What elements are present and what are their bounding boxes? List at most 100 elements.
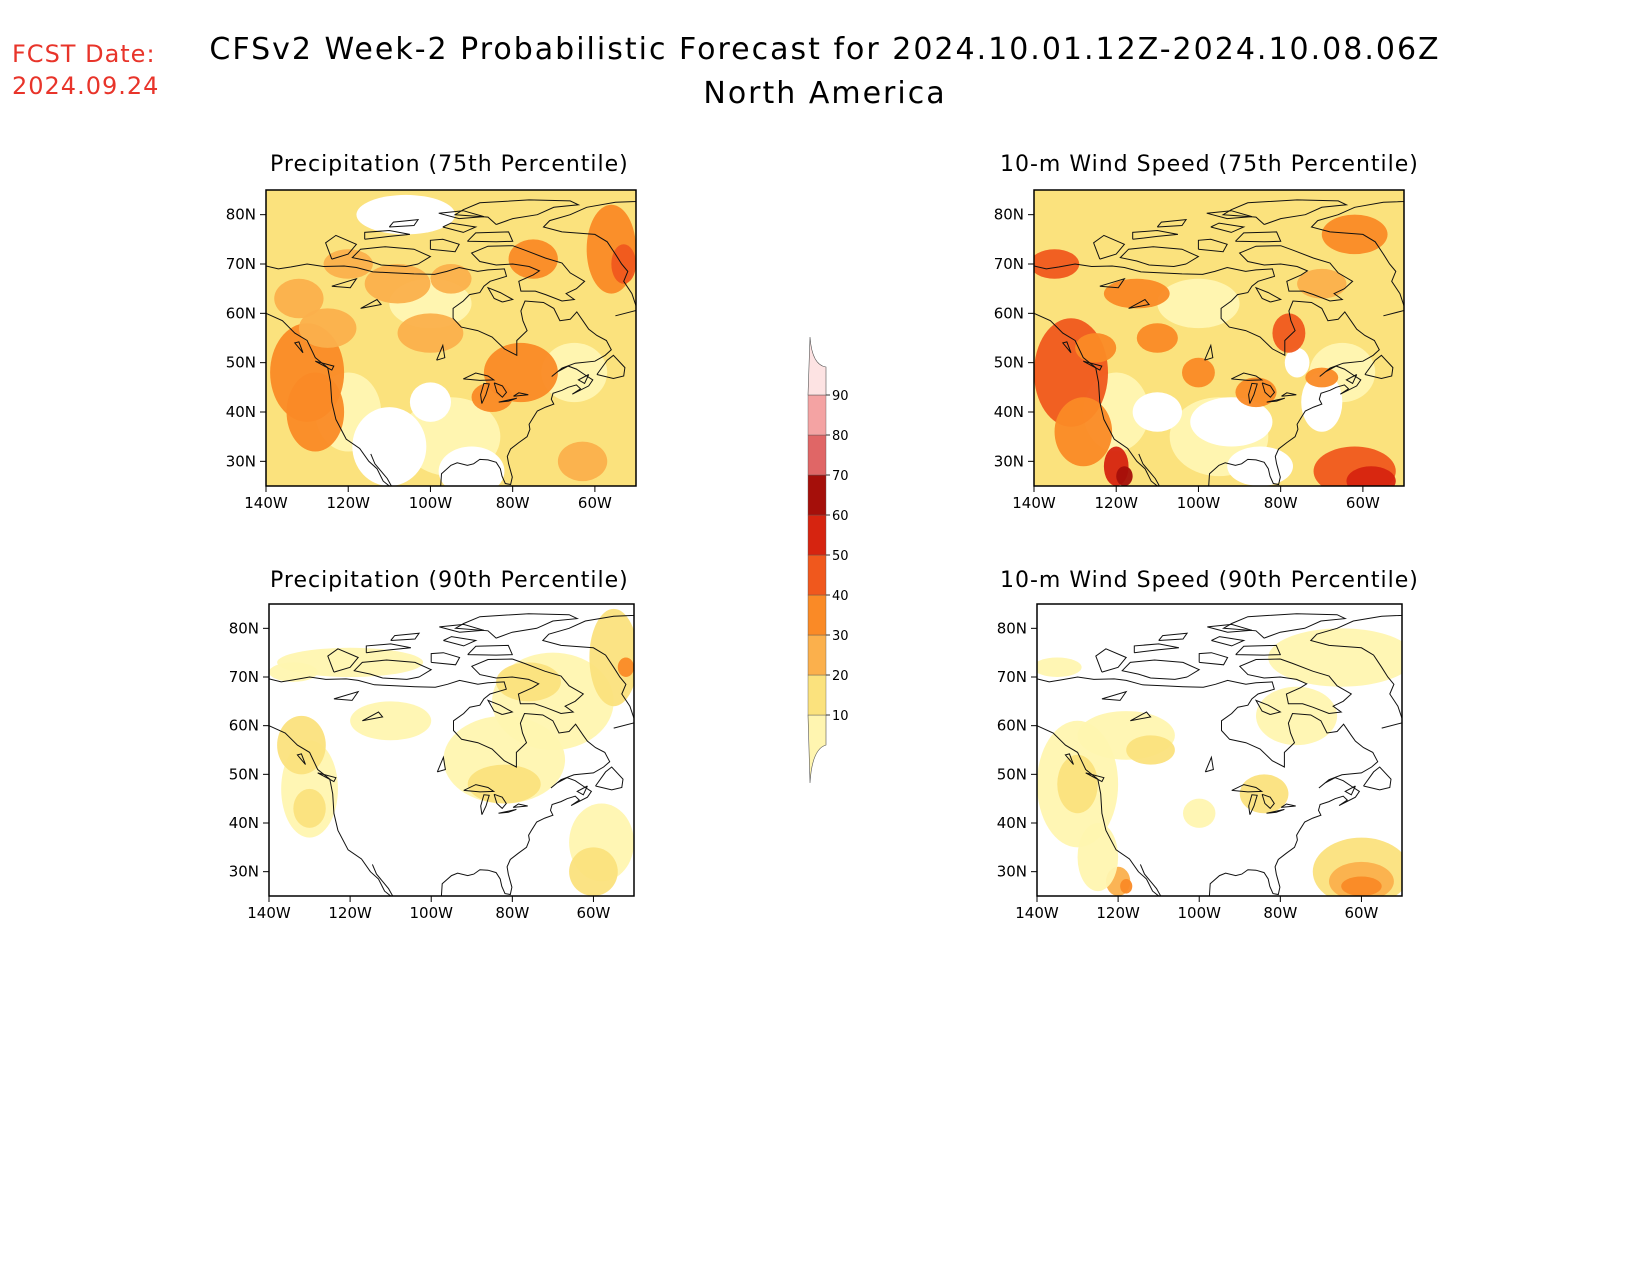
probability-region [1034,249,1080,279]
lat-tick-label: 60N [229,717,259,735]
lon-tick-label: 60W [578,494,612,512]
lat-tick-label: 50N [229,765,259,783]
coastline [438,210,485,220]
colorbar-label: 90 [832,389,849,404]
lat-tick-label: 80N [229,619,259,637]
probability-region [1126,735,1175,765]
colorbar-label: 40 [832,589,849,604]
colorbar-label: 50 [832,549,849,564]
map-frame [268,603,635,897]
map-precip75 [266,190,636,486]
coastline [1254,286,1283,303]
map-precip90 [269,604,634,896]
coastline [463,784,496,793]
coastline [269,676,611,896]
lat-tick-label: 50N [994,354,1024,372]
lat-tick-label: 40N [997,814,1027,832]
coastline [470,658,585,715]
shade-region [541,342,608,403]
probability-region [1182,357,1215,388]
map-wind90 [1037,604,1402,896]
coastline [351,246,432,268]
lat-tick-label: 60N [994,304,1024,322]
coastline [453,613,580,639]
coastline [1156,218,1188,228]
probability-region [1321,214,1388,255]
coastline [1364,354,1394,380]
lat-tick-label: 50N [226,354,256,372]
coastline [371,864,394,896]
lon-tick-label: 120W [1096,904,1140,922]
lat-tick-label: 80N [997,619,1027,637]
lat-tick-label: 50N [997,765,1027,783]
no-signal-region [1301,372,1343,432]
lon-tick-label: 140W [1012,494,1056,512]
coastline [1309,614,1402,729]
coastline [443,636,478,647]
coastline [1207,623,1253,633]
coastline [595,766,624,791]
probability-region [467,764,541,804]
coastline [1211,636,1246,647]
lat-tick-label: 70N [994,255,1024,273]
coastline [429,238,460,253]
coastline [1345,374,1358,385]
lon-tick-label: 60W [576,904,610,922]
coastline [1238,245,1354,302]
coastline [1139,864,1162,896]
probability-region [617,657,634,677]
lon-tick-label: 120W [328,904,372,922]
probability-region [1346,466,1396,486]
coastline [1204,755,1214,773]
lon-tick-label: 100W [1177,904,1221,922]
coastline [1248,794,1258,815]
coastline [1128,298,1151,309]
probability-region [1297,268,1347,299]
coastline [1266,808,1285,814]
lon-tick-label: 140W [1015,904,1059,922]
coastline [1064,753,1074,765]
lat-tick-label: 70N [226,255,256,273]
coastline [442,222,478,233]
coastline [364,229,410,240]
coastline [1034,263,1380,486]
coastline [362,711,384,722]
panel-title-precip75: Precipitation (75th Percentile) [270,152,629,177]
coastline [513,392,529,397]
coastline [1254,699,1282,715]
coastline [541,614,634,729]
lat-tick-label: 30N [226,452,256,470]
no-signal-region [438,446,505,486]
coastline [1132,229,1178,240]
lon-tick-label: 100W [1177,494,1221,512]
probability-region [1037,657,1082,677]
lon-tick-label: 60W [1346,494,1380,512]
colorbar-segment [807,634,827,676]
coastline [430,652,461,666]
probability-region [1057,754,1098,814]
probability-region [286,372,345,452]
panel-title-wind75: 10-m Wind Speed (75th Percentile) [1000,152,1419,177]
probability-region [1268,628,1402,687]
lat-tick-label: 40N [994,403,1024,421]
coastline [576,785,588,796]
lon-tick-label: 80W [496,494,530,512]
lon-tick-label: 60W [1344,904,1378,922]
coastline [436,343,446,361]
lat-tick-label: 80N [226,206,256,224]
panel-title-precip90: Precipitation (90th Percentile) [270,568,629,593]
probability-region [1077,823,1119,892]
coastline [542,200,636,317]
coastline [1061,341,1072,354]
map-wind75 [1034,190,1404,486]
colorbar-segment [807,394,827,436]
lat-tick-label: 80N [994,206,1024,224]
no-signal-region [1227,446,1293,486]
coastline [467,231,514,243]
lon-tick-label: 140W [244,494,288,512]
coastline [1197,238,1228,253]
lon-tick-label: 80W [495,904,529,922]
coastline [1037,676,1379,896]
probability-region [1239,774,1289,814]
no-signal-region [1284,347,1310,378]
